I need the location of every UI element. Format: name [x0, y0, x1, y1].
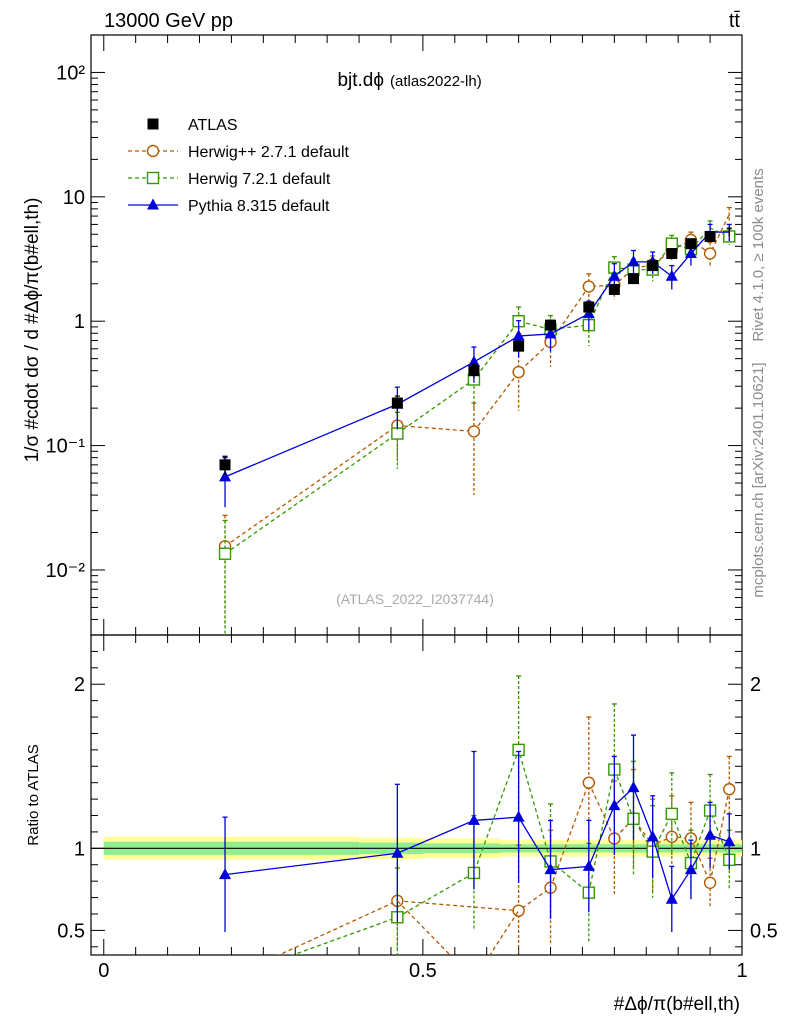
main-pythia-point	[665, 269, 678, 281]
main-atlas-point	[468, 365, 480, 377]
ratio-y-axis-title: Ratio to ATLAS	[25, 744, 42, 845]
header-left-title: 13000 GeV pp	[104, 10, 233, 32]
main-axis-ticks: 10⁻² 10⁻¹ 1 10 10²	[46, 34, 743, 636]
ratio-uncertainty-bands	[91, 836, 742, 860]
header-right-title: tt̄	[729, 10, 741, 32]
ratio-herwig7-offscale-line	[291, 916, 398, 955]
main-pythia-point	[582, 307, 595, 319]
ratio-pythia-point	[582, 859, 595, 871]
main-pythia-point	[219, 470, 232, 482]
ratio-pythia-point	[467, 813, 480, 825]
main-atlas-point	[513, 340, 525, 352]
main-pythia-point	[544, 327, 557, 339]
main-atlas-point	[666, 248, 678, 260]
legend-marker	[147, 198, 159, 210]
main-herwig7-line	[224, 227, 730, 555]
ratio-pythia-point	[684, 863, 697, 875]
main-pythia-point	[684, 247, 697, 259]
main-atlas-point	[685, 238, 697, 250]
ratio-pythia-point	[544, 863, 557, 875]
main-series-group	[218, 206, 736, 635]
ratio-pythia-point	[646, 830, 659, 842]
main-y-axis-title: 1/σ #cdot dσ / d #Δϕ/π(b#ell,th)	[22, 198, 43, 463]
mcplots-source-label: mcplots.cern.ch [arXiv:2401.10621]	[750, 362, 767, 597]
ratio-pythia-point	[608, 799, 621, 811]
ratio-pythia-point	[665, 892, 678, 904]
ratio-herwigpp-point	[723, 783, 736, 796]
ratio-herwigpp-offscale-line	[489, 910, 520, 955]
ratio-pythia-point	[627, 781, 640, 793]
ratio-pythia-point	[512, 810, 525, 822]
main-atlas-point	[219, 459, 231, 471]
main-herwigpp-point	[703, 247, 717, 260]
ratio-y-tick-label: 0.5	[57, 920, 85, 942]
main-pythia-point	[512, 329, 525, 341]
main-herwig7-point	[218, 547, 232, 560]
main-atlas-point	[608, 283, 620, 295]
main-y-tick-label: 10⁻¹	[46, 436, 86, 458]
plot-title: bjt.dϕ	[337, 70, 384, 91]
legend-marker	[146, 171, 160, 185]
ratio-pythia-point	[723, 835, 736, 847]
rivet-version-label: Rivet 4.1.0, ≥ 100k events	[750, 168, 767, 341]
ratio-pythia-point	[704, 828, 717, 840]
ratio-herwig7-line	[397, 747, 730, 918]
main-herwig7-point	[391, 427, 404, 440]
ratio-herwigpp-line	[397, 780, 730, 912]
ratio-herwigpp-point	[703, 876, 717, 889]
main-pythia-point	[467, 355, 480, 367]
main-atlas-point	[704, 230, 716, 242]
legend-label: Herwig 7.2.1 default	[188, 171, 331, 188]
main-y-tick-label: 10	[63, 187, 85, 209]
main-herwigpp-point	[582, 280, 596, 293]
main-herwig7-point	[665, 237, 678, 250]
x-tick-label: 0.5	[409, 960, 437, 982]
ratio-panel-frame	[90, 634, 743, 956]
ratio-herwigpp-point	[665, 830, 678, 844]
ratio-herwigpp-offscale-line	[277, 900, 398, 955]
ratio-y-tick-label-right: 2	[750, 674, 761, 696]
main-herwigpp-point	[467, 425, 481, 438]
main-y-tick-label: 10²	[56, 62, 85, 84]
legend-label: Pythia 8.315 default	[188, 198, 330, 215]
plot-title-suffix: (atlas2022-lh)	[390, 73, 482, 90]
analysis-label: (ATLAS_2022_I2037744)	[336, 591, 494, 607]
main-atlas-point	[628, 273, 639, 285]
legend-marker	[147, 118, 159, 130]
ratio-herwig7-point	[665, 807, 678, 821]
main-pythia-point	[627, 255, 640, 267]
ratio-y-tick-label: 1	[74, 838, 85, 860]
main-y-tick-label: 10⁻²	[46, 560, 86, 582]
ratio-pythia-point	[391, 846, 404, 858]
ratio-herwigpp-point	[582, 776, 596, 789]
ratio-y-tick-label-right: 1	[750, 838, 761, 860]
main-atlas-point	[545, 319, 557, 331]
ratio-pythia-point	[219, 868, 232, 880]
ratio-herwigpp-point	[512, 904, 525, 917]
main-atlas-point	[391, 397, 403, 409]
ratio-axis-ticks: 0 0.5 10.5 0.51 12 2	[57, 634, 778, 982]
ratio-series-group	[219, 675, 736, 955]
x-axis-title: #Δϕ/π(b#ell,th)	[614, 994, 740, 1015]
x-tick-label: 0	[98, 960, 109, 982]
x-tick-label: 1	[736, 960, 747, 982]
main-y-tick-label: 1	[74, 311, 85, 333]
ratio-y-tick-label-right: 0.5	[750, 920, 778, 942]
main-atlas-point	[647, 260, 659, 272]
legend-label: ATLAS	[188, 117, 238, 134]
main-herwigpp-point	[512, 365, 525, 379]
main-pythia-point	[608, 269, 621, 281]
legend-marker	[146, 144, 160, 158]
legend: ATLAS Herwig++ 2.7.1 default Herwig 7.2.1 …	[128, 117, 350, 215]
main-atlas-point	[583, 301, 595, 313]
legend-label: Herwig++ 2.7.1 default	[188, 144, 350, 161]
ratio-y-tick-label: 2	[74, 674, 85, 696]
